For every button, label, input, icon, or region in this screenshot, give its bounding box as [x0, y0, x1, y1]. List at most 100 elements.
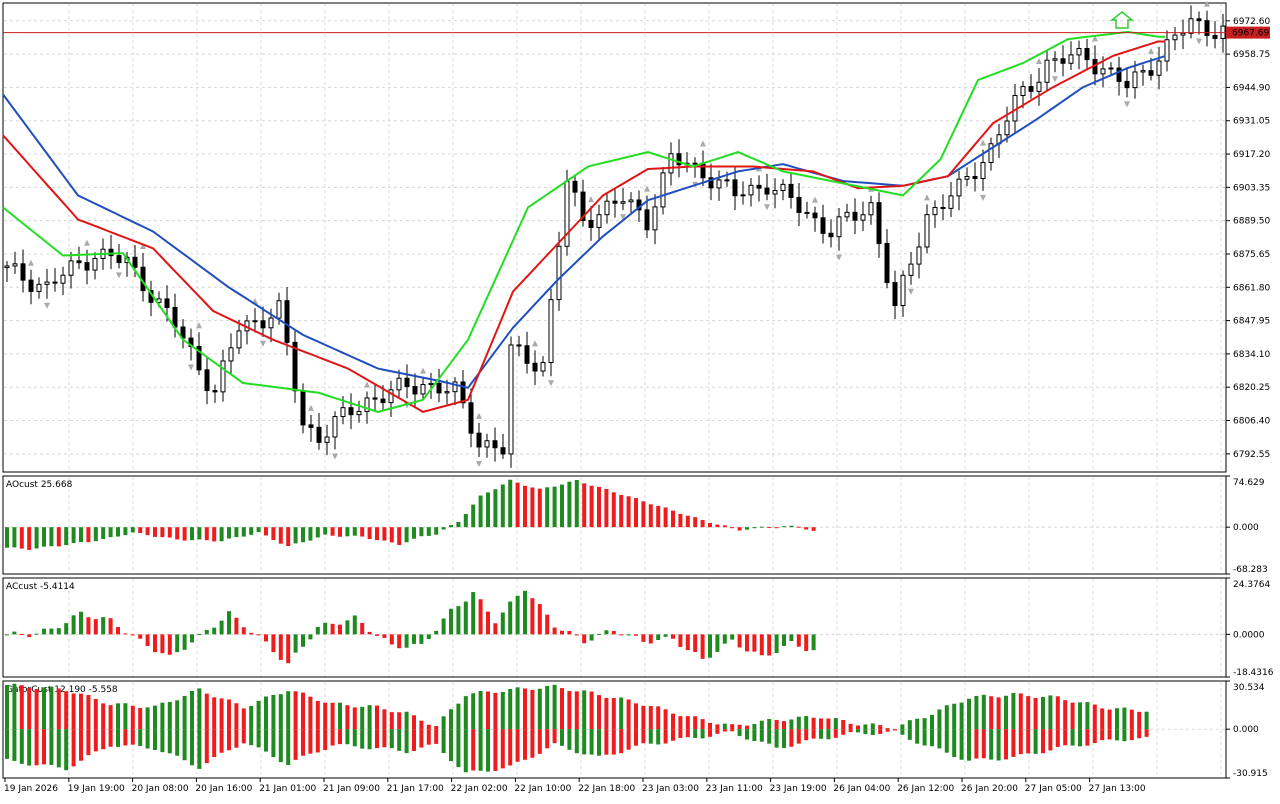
- gator-lower-bar: [863, 729, 867, 734]
- gator-lower-bar: [997, 729, 1001, 760]
- ao-bar: [449, 525, 453, 527]
- time-axis-tick-label: 23 Jan 03:00: [642, 784, 699, 794]
- ao-bar: [567, 482, 571, 527]
- gator-upper-bar: [35, 689, 39, 729]
- ao-bar: [375, 527, 379, 540]
- ao-axis-tick-label: 0.000: [1233, 523, 1259, 533]
- ac-bar: [286, 634, 290, 663]
- gator-lower-bar: [138, 729, 142, 746]
- ac-bar: [316, 627, 320, 634]
- gator-upper-bar: [360, 707, 364, 729]
- candle-body-bear: [349, 408, 353, 415]
- ac-bar: [94, 619, 98, 634]
- gator-lower-bar: [1145, 729, 1149, 737]
- candle-body-bull: [1005, 121, 1009, 135]
- ao-bar: [612, 492, 616, 527]
- candle-body-bull: [1173, 35, 1177, 40]
- gator-upper-bar: [449, 709, 453, 729]
- gator-upper-bar: [678, 716, 682, 729]
- candle-body-bear: [165, 299, 169, 308]
- ao-bar: [701, 520, 705, 527]
- ac-bar: [131, 634, 135, 635]
- gator-lower-bar: [1078, 729, 1082, 746]
- ao-bar: [782, 526, 786, 527]
- candle-body-bull: [253, 321, 257, 322]
- time-axis-tick-label: 27 Jan 05:00: [1025, 784, 1082, 794]
- gator-upper-bar: [64, 691, 68, 729]
- candle-body-bull: [605, 201, 609, 215]
- ao-bar: [575, 480, 579, 527]
- price-axis-tick-label: 6944.90: [1233, 83, 1270, 93]
- candle-body-bull: [341, 408, 345, 417]
- gator-upper-bar: [908, 720, 912, 729]
- candle-body-bull: [717, 180, 721, 188]
- candle-body-bull: [773, 191, 777, 195]
- ao-bar: [368, 527, 372, 539]
- gator-lower-bar: [501, 729, 505, 768]
- gator-upper-bar: [923, 718, 927, 729]
- gator-lower-bar: [923, 729, 927, 745]
- ao-bar: [234, 527, 238, 537]
- candle-body-bear: [1029, 87, 1033, 92]
- gator-lower-bar: [294, 729, 298, 760]
- ac-bar: [641, 634, 645, 641]
- gator-upper-bar: [197, 688, 201, 729]
- ao-bar: [582, 483, 586, 527]
- gator-lower-bar: [131, 729, 135, 744]
- candle-body-bull: [781, 184, 785, 190]
- ao-bar: [294, 527, 298, 543]
- gator-upper-bar: [856, 725, 860, 729]
- gator-upper-bar: [316, 701, 320, 729]
- candle-body-bull: [1189, 19, 1193, 33]
- gator-lower-bar: [915, 729, 919, 743]
- candle-body-bear: [501, 448, 505, 454]
- candle-body-bear: [1213, 35, 1217, 38]
- gator-upper-bar: [1048, 695, 1052, 729]
- gator-lower-bar: [382, 729, 386, 747]
- time-axis-tick-label: 26 Jan 20:00: [961, 784, 1018, 794]
- ac-bar: [390, 634, 394, 644]
- ac-bar: [590, 634, 594, 640]
- gator-lower-bar: [146, 729, 150, 748]
- gator-upper-bar: [390, 712, 394, 729]
- ac-bar: [575, 634, 579, 635]
- ac-bar: [582, 634, 586, 643]
- ac-bar: [597, 634, 601, 635]
- candle-body-bull: [949, 196, 953, 208]
- ac-bar: [812, 634, 816, 650]
- gator-axis-tick-label: 30.534: [1233, 683, 1265, 693]
- ao-bar: [301, 527, 305, 542]
- ac-bar: [486, 612, 490, 635]
- gator-upper-bar: [612, 698, 616, 729]
- gator-upper-bar: [789, 719, 793, 729]
- gator-upper-bar: [249, 706, 253, 729]
- gator-lower-bar: [619, 729, 623, 753]
- ao-bar: [693, 517, 697, 527]
- gator-upper-bar: [1071, 703, 1075, 730]
- gator-upper-bar: [826, 719, 830, 730]
- gator-lower-bar: [627, 729, 631, 750]
- gator-upper-bar: [1041, 697, 1045, 729]
- ao-bar: [227, 527, 231, 538]
- candle-body-bull: [69, 261, 73, 275]
- candle-body-bear: [613, 201, 617, 203]
- gator-upper-bar: [101, 703, 105, 729]
- ac-bar: [627, 634, 631, 635]
- candle-body-bull: [333, 417, 337, 437]
- gator-upper-bar: [205, 694, 209, 730]
- gator-lower-bar: [538, 729, 542, 754]
- candle-body-bull: [1037, 82, 1041, 91]
- gator-lower-bar: [271, 729, 275, 757]
- ao-bar: [597, 487, 601, 527]
- gator-upper-bar: [708, 723, 712, 729]
- candle-body-bull: [1109, 68, 1113, 69]
- ac-bar: [227, 611, 231, 634]
- gator-upper-bar: [427, 725, 431, 729]
- gator-upper-bar: [79, 694, 83, 730]
- gator-upper-bar: [567, 691, 571, 729]
- ac-bar: [686, 634, 690, 650]
- gator-upper-bar: [412, 715, 416, 729]
- gator-upper-bar: [175, 700, 179, 729]
